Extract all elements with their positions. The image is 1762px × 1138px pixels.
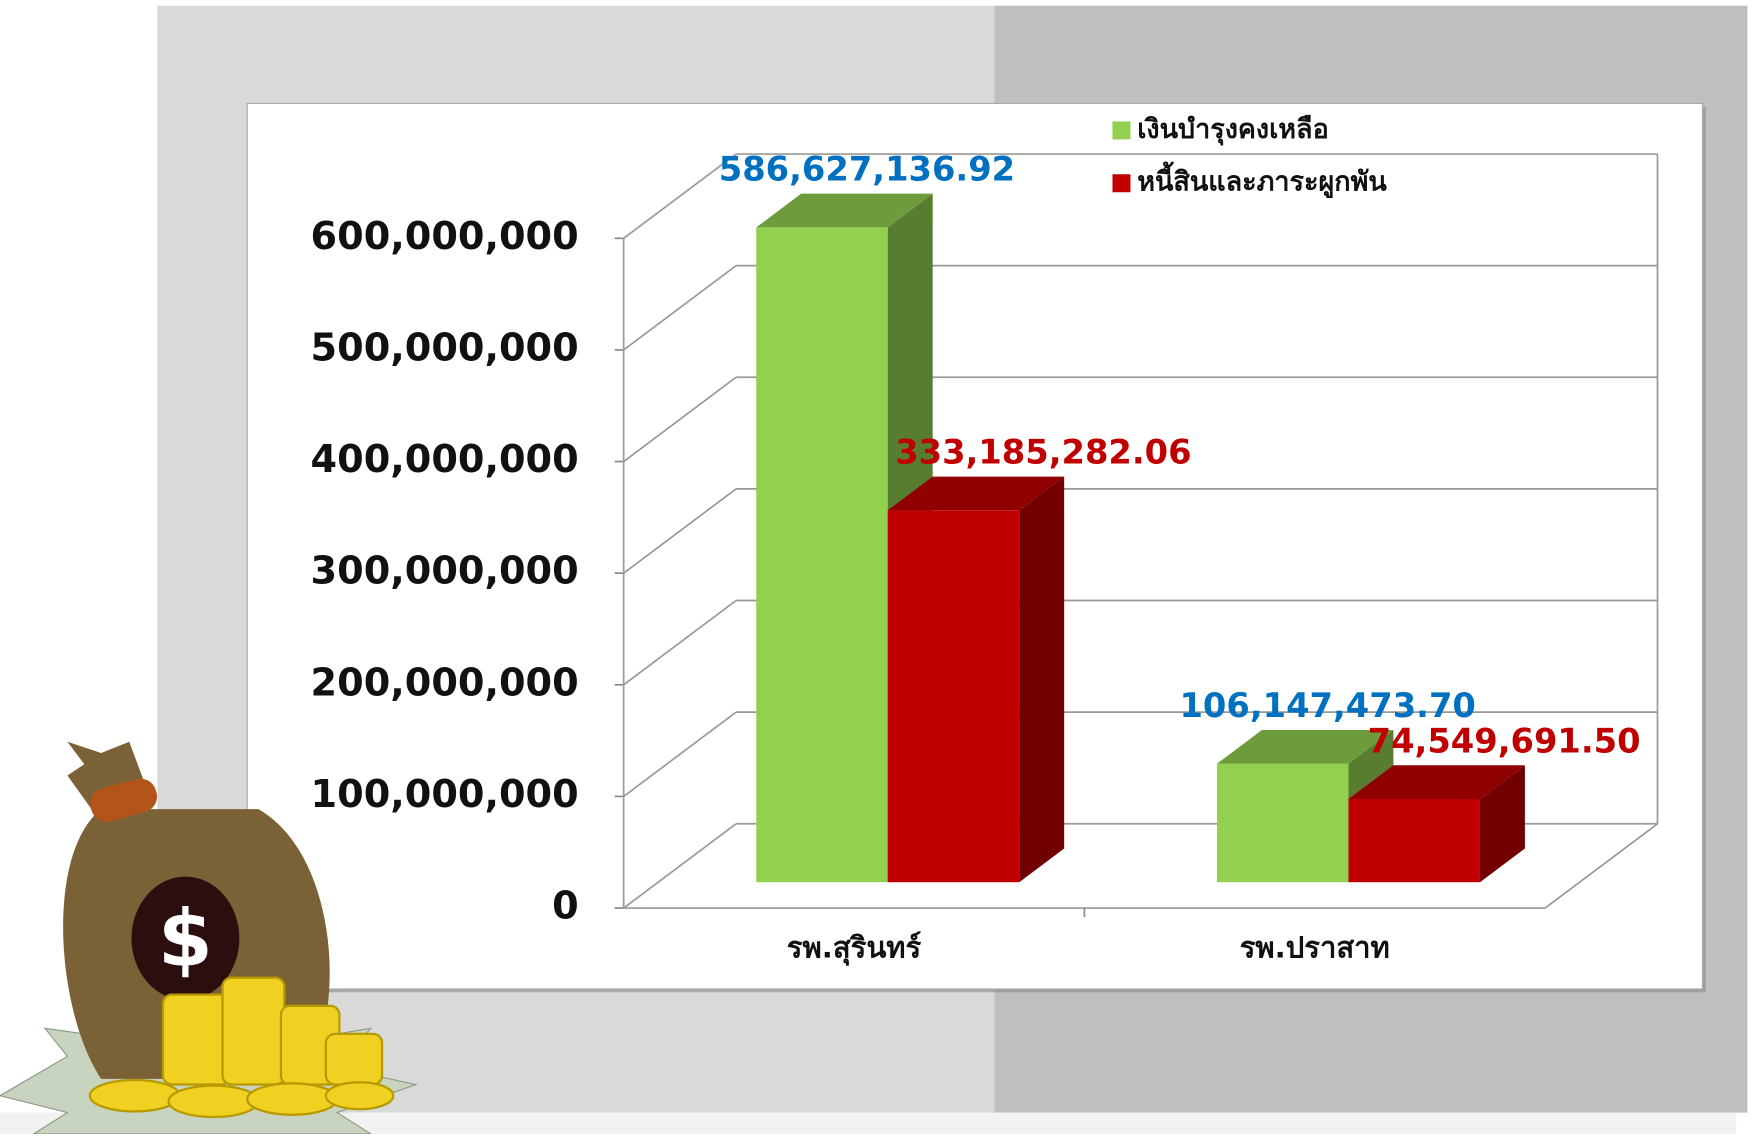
y-tick-label: 400,000,000 (311, 438, 579, 482)
bar-front (1348, 799, 1479, 882)
y-tick-label: 500,000,000 (311, 326, 579, 370)
x-tick-label: รพ.สุรินทร์ (787, 931, 922, 966)
legend-swatch (1112, 174, 1130, 192)
value-label: 586,627,136.92 (719, 150, 1015, 189)
y-tick-label: 300,000,000 (311, 550, 579, 594)
y-tick-label: 200,000,000 (311, 661, 579, 705)
y-tick-label: 600,000,000 (311, 215, 579, 259)
bag-symbol: $ (158, 892, 213, 984)
bar-front (1217, 764, 1348, 882)
y-tick-label: 100,000,000 (311, 773, 579, 817)
legend-label: เงินบำรุงคงเหลือ (1137, 114, 1329, 146)
value-label: 74,549,691.50 (1368, 721, 1641, 760)
bar-side (1019, 477, 1064, 883)
value-label: 106,147,473.70 (1179, 686, 1475, 725)
bar-front (756, 227, 887, 882)
chart: 0 100,000,000 200,000,000 300,000,000 400,00… (0, 0, 1762, 1134)
x-tick-label: รพ.ปราสาท (1240, 931, 1390, 965)
legend-label: หนี้สินและภาระผูกพัน (1137, 161, 1387, 199)
value-label: 333,185,282.06 (895, 433, 1191, 472)
page: {"chart_data": {"type": "bar3d", "catego… (0, 0, 1762, 1134)
bar-front (888, 510, 1019, 882)
y-tick-label: 0 (552, 885, 579, 929)
legend-swatch (1112, 121, 1130, 139)
